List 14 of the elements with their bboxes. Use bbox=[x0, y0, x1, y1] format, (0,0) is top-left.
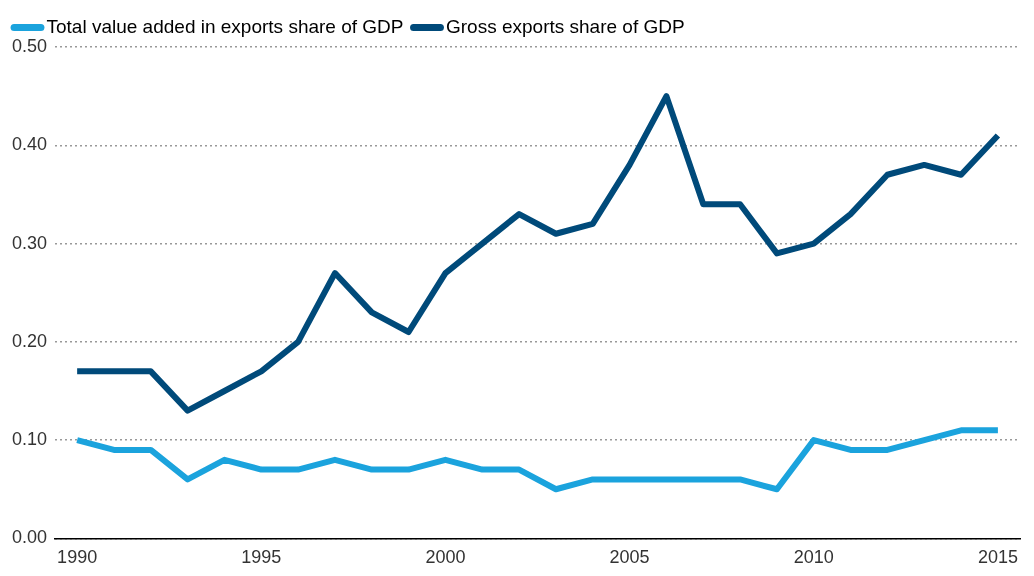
legend-label: Total value added in exports share of GDP bbox=[46, 15, 404, 37]
y-tick-label: 0.20 bbox=[11, 330, 48, 351]
y-tick-label: 0.00 bbox=[11, 527, 48, 548]
y-tick-label: 0.30 bbox=[11, 232, 48, 253]
legend-label: Gross exports share of GDP bbox=[445, 15, 685, 37]
y-tick-label: 0.40 bbox=[11, 134, 48, 155]
x-tick-label: 1995 bbox=[241, 547, 282, 568]
x-tick-label: 2005 bbox=[609, 547, 650, 568]
x-tick-label: 2015 bbox=[977, 547, 1018, 568]
x-tick-label: 2000 bbox=[425, 547, 466, 568]
x-tick-label: 1990 bbox=[57, 547, 98, 568]
x-tick-label: 2010 bbox=[793, 547, 834, 568]
y-tick-label: 0.50 bbox=[11, 35, 48, 56]
y-tick-label: 0.10 bbox=[11, 429, 48, 450]
